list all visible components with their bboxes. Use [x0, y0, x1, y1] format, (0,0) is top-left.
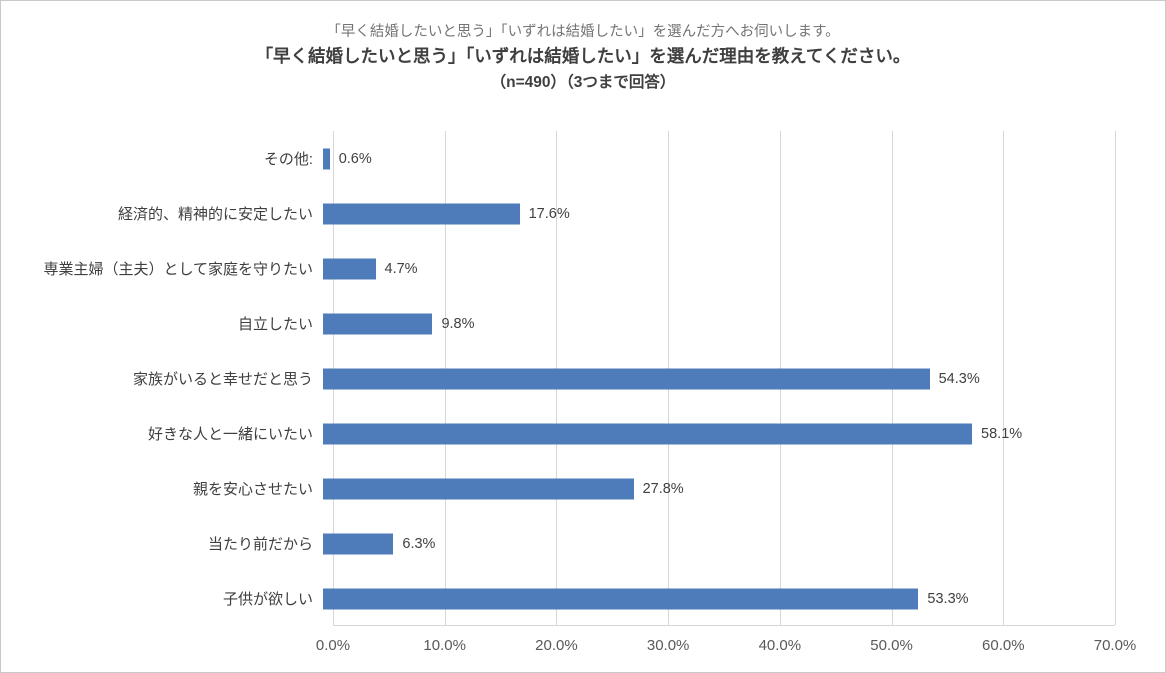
bar-track: 0.6%	[323, 131, 1105, 186]
category-label: 家族がいると幸せだと思う	[132, 371, 313, 388]
category-label: 経済的、精神的に安定したい	[117, 206, 313, 223]
chart-subtitle: 「早く結婚したいと思う」「いずれは結婚したい」を選んだ方へお伺いします。	[326, 24, 840, 40]
chart-title-block: 「早く結婚したいと思う」「いずれは結婚したい」を選んだ方へお伺いします。 「早く…	[1, 21, 1165, 94]
bar	[323, 368, 930, 389]
category-label: その他:	[263, 151, 313, 168]
bar-track: 27.8%	[323, 461, 1105, 516]
chart-row: 家族がいると幸せだと思う 54.3%	[1, 351, 1115, 406]
bar	[323, 313, 433, 334]
category-label: 専業主婦（主夫）として家庭を守りたい	[43, 261, 313, 278]
bar-value-label: 0.6%	[338, 150, 372, 167]
bar-value-label: 27.8%	[642, 480, 684, 497]
category-label: 子供が欲しい	[222, 591, 313, 608]
bar	[323, 533, 394, 554]
chart-row: 専業主婦（主夫）として家庭を守りたい 4.7%	[1, 241, 1115, 296]
bar-value-label: 9.8%	[441, 315, 475, 332]
x-tick-label: 70.0%	[1093, 637, 1137, 654]
bar-track: 58.1%	[323, 406, 1105, 461]
x-tick-label: 20.0%	[535, 637, 578, 654]
bar	[323, 588, 919, 609]
x-tick-label: 0.0%	[315, 637, 351, 654]
bar	[323, 203, 520, 224]
x-tick-label: 60.0%	[982, 637, 1025, 654]
chart-row: 親を安心させたい 27.8%	[1, 461, 1115, 516]
bar-track: 4.7%	[323, 241, 1105, 296]
bar-track: 6.3%	[323, 516, 1105, 571]
category-label: 親を安心させたい	[192, 481, 313, 498]
chart-title: 「早く結婚したいと思う」「いずれは結婚したい」を選んだ理由を教えてください。	[255, 46, 911, 67]
chart-row: 子供が欲しい 53.3%	[1, 571, 1115, 626]
chart-row: 好きな人と一緒にいたい 58.1%	[1, 406, 1115, 461]
bar	[323, 258, 376, 279]
x-tick-label: 10.0%	[423, 637, 466, 654]
gridline-60.0%	[1003, 131, 1005, 625]
bar-track: 9.8%	[323, 296, 1105, 351]
category-label: 好きな人と一緒にいたい	[147, 426, 313, 443]
bar-value-label: 58.1%	[981, 425, 1023, 442]
x-tick-label: 40.0%	[758, 637, 802, 654]
chart-row: 自立したい 9.8%	[1, 296, 1115, 351]
bar-value-label: 54.3%	[938, 370, 980, 387]
x-tick-label: 50.0%	[870, 637, 913, 654]
bar-track: 53.3%	[323, 571, 1105, 626]
bar-value-label: 4.7%	[384, 260, 418, 277]
category-label: 自立したい	[237, 316, 313, 333]
bar	[323, 423, 973, 444]
category-label: 当たり前だから	[207, 536, 313, 553]
chart-row: 経済的、精神的に安定したい 17.6%	[1, 186, 1115, 241]
chart-title-note: （n=490）（3つまで回答）	[490, 73, 676, 91]
gridline-70.0%	[1115, 131, 1116, 625]
x-axis: 0.0% 10.0% 20.0% 30.0% 40.0% 50.0% 60.0% 70.0%	[316, 637, 1136, 659]
bar	[323, 148, 330, 169]
bar-value-label: 17.6%	[528, 205, 570, 222]
bar-value-label: 53.3%	[927, 590, 969, 607]
plot-rows: その他: 0.6% 経済的、精神的に安定したい 17.6% 専業主婦（主夫）として家庭を…	[1, 131, 1115, 626]
chart-row: 当たり前だから 6.3%	[1, 516, 1115, 571]
chart-row: その他: 0.6%	[1, 131, 1115, 186]
x-tick-label: 30.0%	[646, 637, 690, 654]
bar	[323, 478, 634, 499]
bar-track: 17.6%	[323, 186, 1105, 241]
bar-value-label: 6.3%	[402, 535, 436, 552]
bar-track: 54.3%	[323, 351, 1105, 406]
